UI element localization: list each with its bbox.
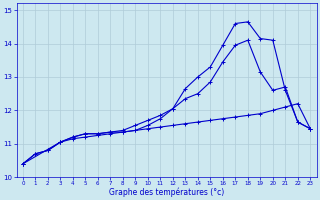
X-axis label: Graphe des températures (°c): Graphe des températures (°c): [109, 187, 224, 197]
